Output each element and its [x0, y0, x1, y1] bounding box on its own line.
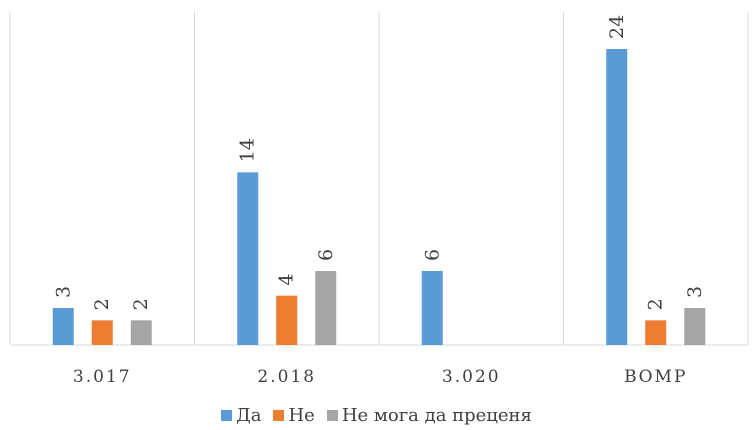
data-label: 3	[52, 286, 74, 298]
legend-item: Не мога да преценя	[326, 404, 532, 426]
legend-label: Не	[288, 404, 315, 426]
x-tick-label: 2.018	[257, 367, 316, 387]
x-tick-label: 3.020	[442, 367, 501, 387]
x-tick-label: 3.017	[73, 367, 132, 387]
bar	[91, 320, 113, 345]
legend-label: Не мога да преценя	[341, 404, 532, 426]
data-label: 2	[91, 298, 113, 310]
legend-item: Не	[273, 404, 315, 426]
bar-chart: 3 2 2 3.017 14 4 6 2.018 6 3.020 24 2 3 ВОМР	[9, 12, 749, 387]
bar	[315, 271, 337, 345]
legend-swatch	[326, 409, 338, 421]
legend: Да Не Не мога да преценя	[0, 400, 753, 430]
bar	[276, 295, 298, 345]
data-label: 4	[276, 274, 298, 286]
bar	[645, 320, 667, 345]
data-label: 6	[421, 249, 443, 261]
bar	[237, 172, 259, 345]
data-label: 14	[237, 138, 259, 162]
bar	[52, 308, 74, 345]
bar	[130, 320, 152, 345]
data-label: 24	[606, 15, 628, 39]
bar	[606, 49, 628, 345]
data-label: 2	[645, 298, 667, 310]
legend-item: Да	[221, 405, 261, 426]
legend-label: Да	[236, 404, 262, 426]
data-label: 3	[684, 286, 706, 298]
data-label: 6	[315, 249, 337, 261]
bar	[684, 308, 706, 345]
legend-swatch	[221, 409, 233, 421]
legend-swatch	[273, 409, 285, 421]
data-label: 2	[130, 298, 152, 310]
x-tick-label: ВОМР	[624, 367, 687, 387]
bar	[421, 271, 443, 345]
